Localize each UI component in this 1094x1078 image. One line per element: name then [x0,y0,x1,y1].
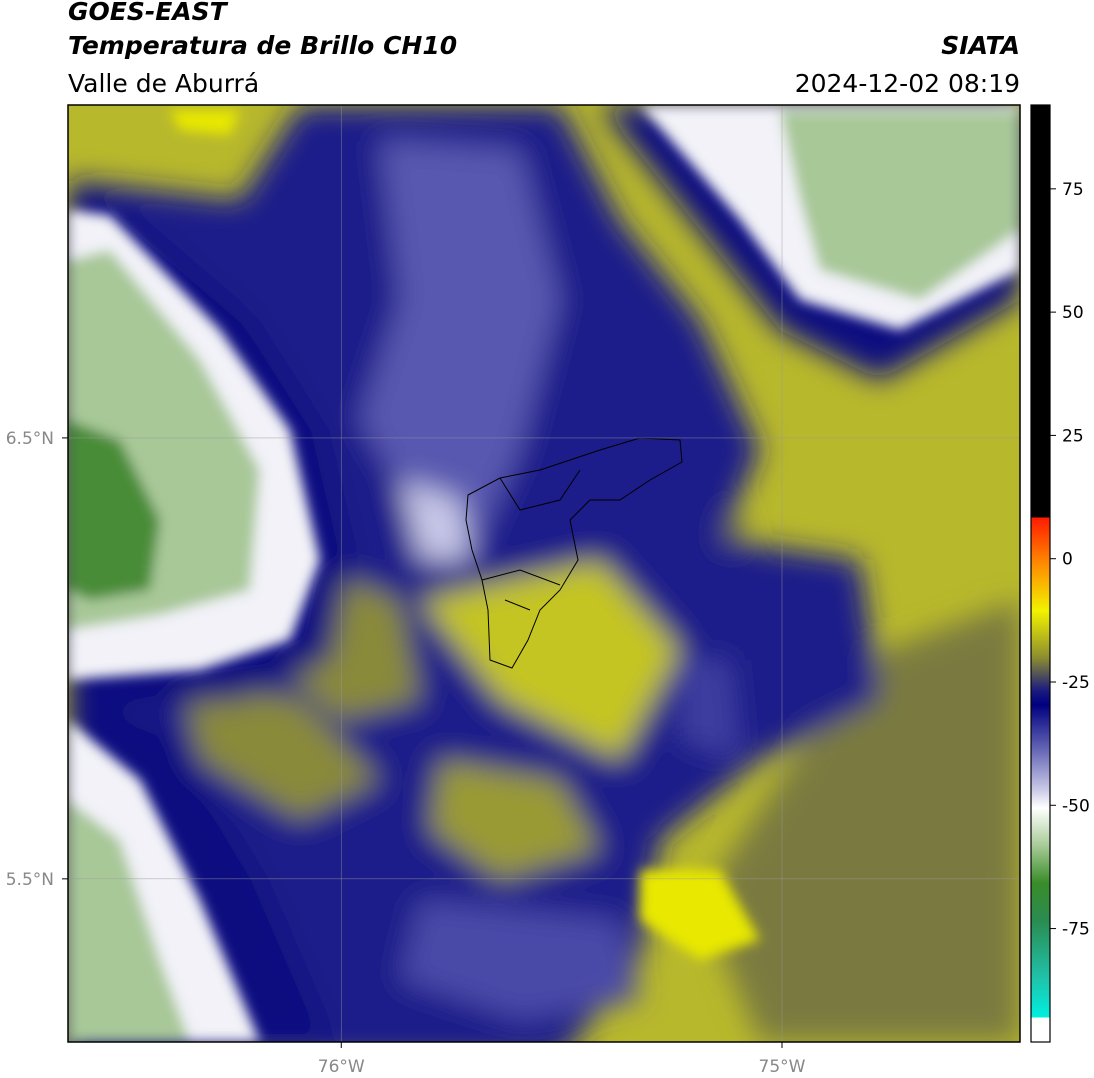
region: Valle de Aburrá [68,69,259,98]
satellite: GOES-EAST [68,0,229,26]
colorbar-tick-label: 0 [1062,550,1073,570]
lat-tick-label: 6.5°N [6,429,54,449]
colorbar-tick-label: -50 [1062,796,1090,816]
colorbar-tick-label: -25 [1062,673,1090,693]
source: SIATA [941,31,1020,60]
colorbar-tick-label: 75 [1062,180,1084,200]
graticule [68,105,1020,1042]
map-frame [67,104,1021,1043]
colorbar-tick-label: 50 [1062,303,1084,323]
lon-tick-label: 75°W [759,1057,806,1077]
datetime: 2024-12-02 08:19 [795,69,1020,98]
satellite-image [68,105,1020,1042]
lon-tick-label: 76°W [318,1057,365,1077]
colorbar [1030,104,1051,1043]
lat-tick-label: 5.5°N [6,870,54,890]
product: Temperatura de Brillo CH10 [68,31,457,60]
colorbar-tick-label: 25 [1062,426,1084,446]
colorbar-tick-label: -75 [1062,920,1090,940]
